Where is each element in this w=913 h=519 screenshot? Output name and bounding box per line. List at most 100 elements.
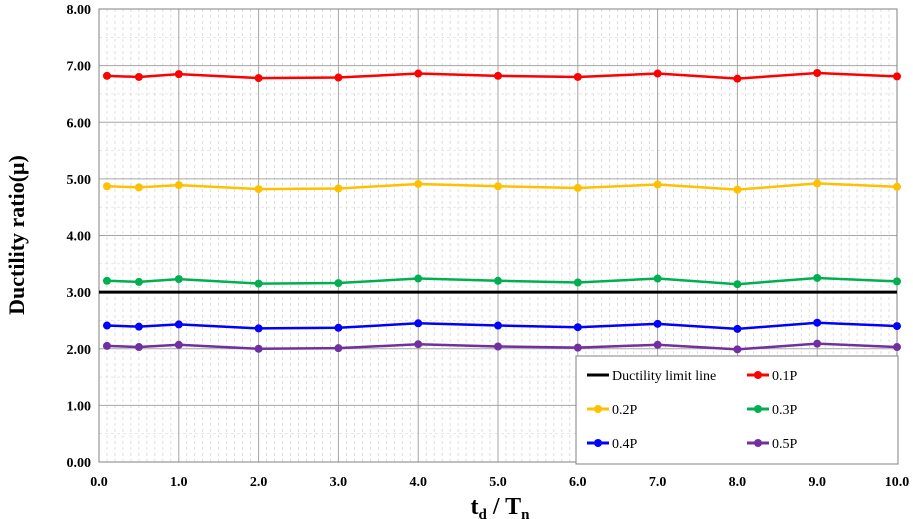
y-tick-label: 7.00 — [67, 60, 92, 75]
x-tick-label: 4.0 — [409, 475, 427, 490]
series-line-0.1p — [106, 71, 898, 80]
series-0.4p — [102, 318, 901, 333]
y-tick-label: 4.00 — [67, 230, 92, 245]
data-point-0.3p — [893, 277, 901, 286]
data-point-0.3p — [134, 277, 143, 286]
data-point-0.5p — [334, 344, 343, 353]
series-0.5p — [102, 339, 901, 354]
series-group — [102, 68, 901, 354]
series-line-0.5p — [106, 342, 898, 351]
legend-marker-0.2p — [594, 405, 602, 413]
legend-entry-0.1p: 0.1P — [747, 369, 798, 384]
data-point-0.3p — [334, 279, 343, 288]
data-point-0.2p — [334, 184, 343, 193]
data-point-0.4p — [733, 324, 742, 333]
data-point-0.4p — [254, 324, 263, 333]
x-tick-label: 5.0 — [489, 475, 507, 490]
x-axis-title-sub-d: d — [479, 507, 488, 519]
data-point-0.4p — [893, 322, 901, 331]
legend-marker-0.3p — [754, 405, 762, 413]
legend-marker-0.5p — [754, 439, 762, 447]
series-0.1p — [102, 68, 901, 83]
data-point-0.2p — [494, 182, 502, 191]
y-tick-label: 5.00 — [67, 173, 92, 188]
x-tick-label: 2.0 — [250, 475, 268, 490]
data-point-0.1p — [334, 73, 343, 82]
legend-label-limit: Ductility limit line — [612, 369, 716, 384]
x-tick-label: 3.0 — [330, 475, 348, 490]
data-point-0.2p — [254, 185, 263, 194]
legend-label-0.1p: 0.1P — [772, 369, 798, 384]
plot-frame — [98, 8, 898, 463]
data-point-0.4p — [653, 319, 662, 328]
data-point-0.1p — [134, 72, 143, 81]
data-point-0.3p — [813, 273, 822, 282]
data-point-0.5p — [254, 344, 263, 353]
y-tick-label: 8.00 — [67, 3, 92, 18]
x-tick-label: 10.0 — [885, 475, 910, 490]
y-tick-labels: 0.00 1.00 2.00 3.00 4.00 5.00 6.00 7.00 8.00 — [67, 3, 92, 471]
data-point-0.5p — [174, 340, 183, 349]
data-point-0.4p — [134, 322, 143, 331]
data-point-0.3p — [254, 279, 263, 288]
x-tick-labels: 0.0 1.0 2.0 3.0 4.0 5.0 6.0 7.0 8.0 9.0 10.0 — [90, 475, 909, 490]
data-point-0.4p — [174, 320, 183, 329]
data-point-0.3p — [733, 280, 742, 289]
data-point-0.5p — [414, 340, 423, 349]
data-point-0.2p — [414, 179, 423, 188]
x-tick-label: 7.0 — [649, 475, 667, 490]
legend-entry-limit: Ductility limit line — [587, 369, 716, 384]
series-line-0.4p — [106, 321, 898, 331]
legend-marker-0.1p — [754, 371, 762, 379]
x-tick-label: 6.0 — [569, 475, 587, 490]
data-point-0.5p — [813, 339, 822, 348]
data-point-0.4p — [573, 323, 582, 332]
data-point-0.3p — [494, 276, 502, 285]
data-point-0.2p — [653, 180, 662, 189]
legend-entry-0.2p: 0.2P — [587, 403, 638, 418]
data-point-0.1p — [813, 68, 822, 77]
x-axis-title: td / Tn — [471, 494, 531, 519]
series-0.3p — [102, 273, 901, 289]
data-point-0.4p — [414, 319, 423, 328]
legend-box — [575, 355, 899, 465]
y-tick-label: 1.00 — [67, 399, 92, 414]
data-point-0.5p — [733, 345, 742, 354]
data-point-0.2p — [174, 181, 183, 190]
legend-label-0.3p: 0.3P — [772, 403, 798, 418]
x-tick-label: 0.0 — [90, 475, 108, 490]
y-tick-label: 2.00 — [67, 343, 92, 358]
data-point-0.1p — [174, 70, 183, 79]
series-0.2p — [102, 179, 901, 194]
data-point-0.1p — [573, 72, 582, 81]
legend: Ductility limit line 0.1P 0.2P 0.3P 0.4P — [575, 355, 899, 465]
data-point-0.2p — [573, 183, 582, 192]
data-point-0.5p — [102, 341, 111, 350]
data-point-0.3p — [174, 275, 183, 284]
data-point-0.3p — [102, 276, 111, 285]
data-point-0.4p — [813, 318, 822, 327]
x-axis-title-sep: / T — [487, 494, 521, 519]
data-point-0.1p — [733, 74, 742, 83]
legend-label-0.2p: 0.2P — [612, 403, 638, 418]
legend-label-0.5p: 0.5P — [772, 437, 798, 452]
x-axis-title-sub-n: n — [521, 507, 530, 519]
data-point-0.4p — [494, 321, 502, 330]
data-point-0.4p — [334, 323, 343, 332]
x-tick-label: 9.0 — [808, 475, 826, 490]
legend-entry-0.3p: 0.3P — [747, 403, 798, 418]
data-point-0.3p — [414, 274, 423, 283]
data-point-0.2p — [893, 182, 901, 191]
legend-marker-0.4p — [594, 439, 602, 447]
legend-label-0.4p: 0.4P — [612, 437, 638, 452]
data-point-0.2p — [134, 183, 143, 192]
data-point-0.1p — [893, 72, 901, 81]
data-point-0.3p — [653, 274, 662, 283]
y-tick-label: 0.00 — [67, 456, 92, 471]
y-tick-label: 6.00 — [67, 116, 92, 131]
data-point-0.1p — [254, 74, 263, 83]
data-point-0.4p — [102, 321, 111, 330]
data-point-0.5p — [893, 343, 901, 352]
